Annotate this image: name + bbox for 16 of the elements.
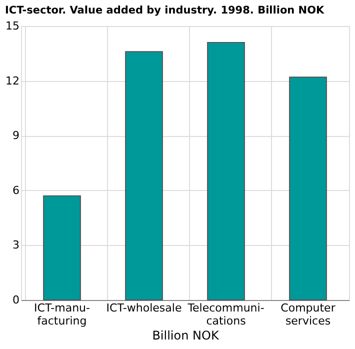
bar	[125, 51, 163, 300]
x-axis-title: Billion NOK	[152, 328, 220, 342]
bar	[207, 42, 245, 300]
y-tick-label: 3	[12, 238, 20, 252]
x-tick-label: Telecommuni- cations	[186, 302, 264, 328]
x-tick-label: ICT-manu- facturing	[34, 302, 90, 328]
x-tick-label: Computer services	[280, 302, 336, 328]
y-tick-label: 0	[12, 294, 20, 306]
y-tick-label: 9	[12, 129, 20, 142]
bar	[43, 195, 81, 300]
y-tick-label: 12	[6, 74, 20, 88]
y-tick-label: 15	[6, 20, 20, 32]
chart-title: ICT-sector. Value added by industry. 1998. Billion NOK	[5, 4, 326, 16]
y-tick-label: 6	[12, 184, 20, 197]
bar	[289, 76, 327, 300]
x-tick-label: ICT-wholesale	[106, 302, 182, 314]
